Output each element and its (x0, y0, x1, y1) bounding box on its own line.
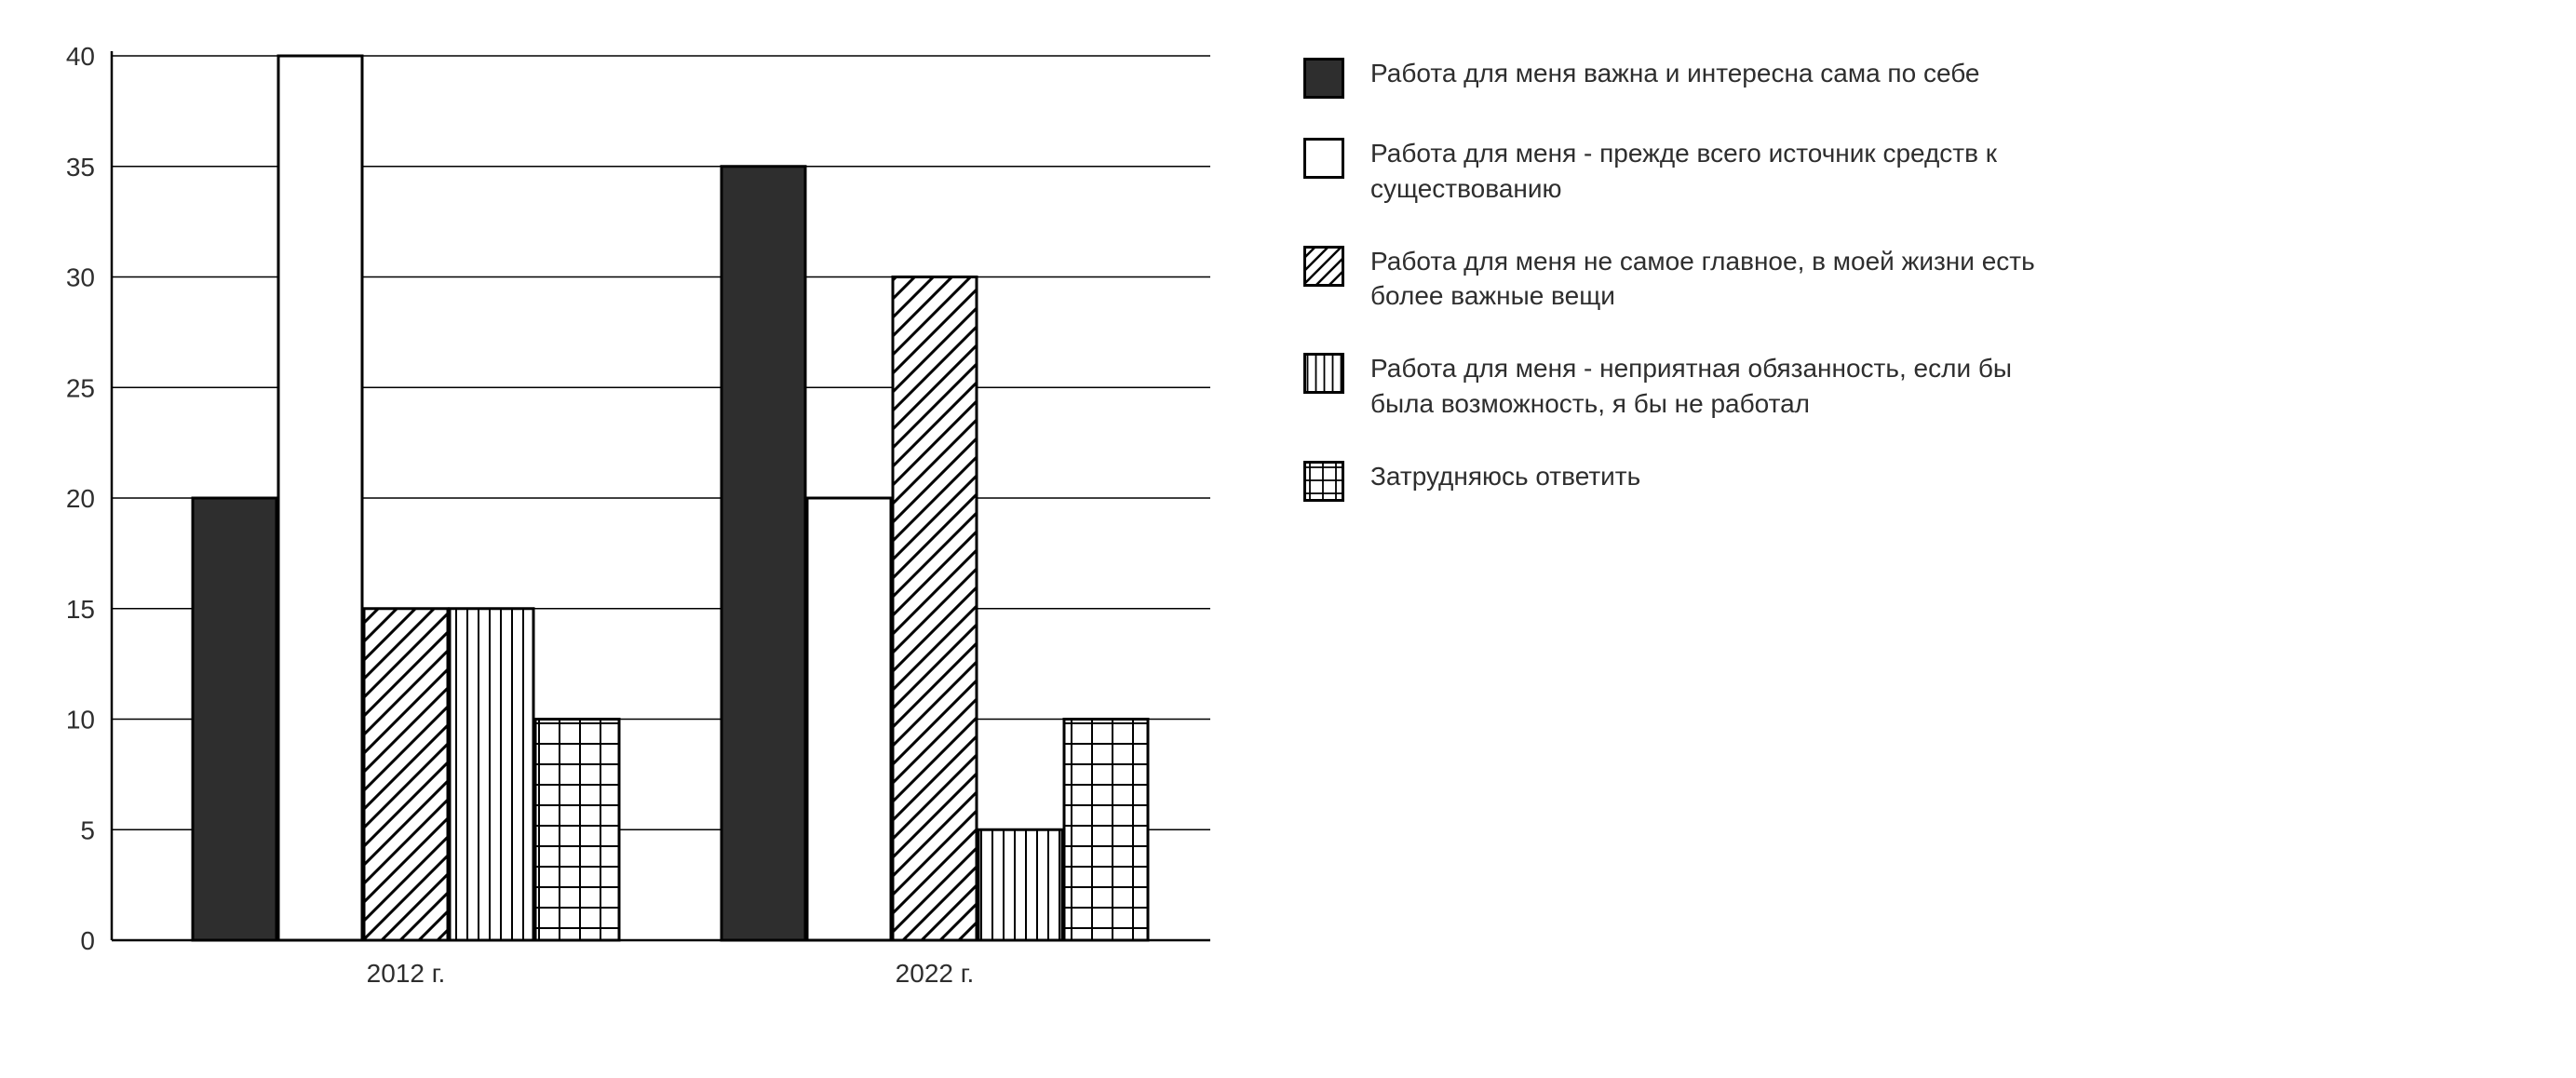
legend: Работа для меня важна и интересна сама п… (1303, 37, 2059, 502)
legend-label: Работа для меня не самое главное, в моей… (1370, 244, 2059, 315)
legend-swatch (1303, 461, 1344, 502)
y-tick-label: 35 (66, 153, 95, 182)
y-tick-label: 5 (80, 815, 95, 844)
legend-item: Работа для меня важна и интересна сама п… (1303, 56, 2059, 99)
bar (978, 829, 1062, 940)
y-tick-label: 15 (66, 595, 95, 624)
bar (450, 609, 533, 940)
legend-label: Затрудняюсь ответить (1370, 459, 1640, 494)
y-tick-label: 25 (66, 373, 95, 402)
legend-item: Затрудняюсь ответить (1303, 459, 2059, 502)
x-category-label: 2012 г. (367, 959, 446, 988)
legend-item: Работа для меня не самое главное, в моей… (1303, 244, 2059, 315)
legend-swatch (1303, 353, 1344, 394)
y-tick-label: 0 (80, 926, 95, 955)
legend-label: Работа для меня - прежде всего источник … (1370, 136, 2059, 207)
legend-item: Работа для меня - неприятная обязанность… (1303, 351, 2059, 422)
bar (1064, 720, 1148, 941)
legend-swatch (1303, 58, 1344, 99)
y-tick-label: 40 (66, 42, 95, 71)
bar (722, 167, 805, 940)
legend-swatch (1303, 246, 1344, 287)
bar-chart-svg: 0 5 10 15 20 25 30 35 40 2012 г. 2022 г. (37, 37, 1229, 1015)
bar (193, 498, 276, 940)
legend-label: Работа для меня важна и интересна сама п… (1370, 56, 1980, 91)
bar (807, 498, 891, 940)
legend-label: Работа для меня - неприятная обязанность… (1370, 351, 2059, 422)
legend-swatch (1303, 138, 1344, 179)
y-tick-label: 20 (66, 484, 95, 513)
bar (893, 277, 977, 941)
x-category-label: 2022 г. (896, 959, 975, 988)
bar (535, 720, 619, 941)
bar (364, 609, 448, 940)
y-tick-label: 30 (66, 263, 95, 292)
chart-area: 0 5 10 15 20 25 30 35 40 2012 г. 2022 г. (37, 37, 1229, 1015)
legend-item: Работа для меня - прежде всего источник … (1303, 136, 2059, 207)
y-tick-label: 10 (66, 706, 95, 734)
bar (278, 56, 362, 940)
